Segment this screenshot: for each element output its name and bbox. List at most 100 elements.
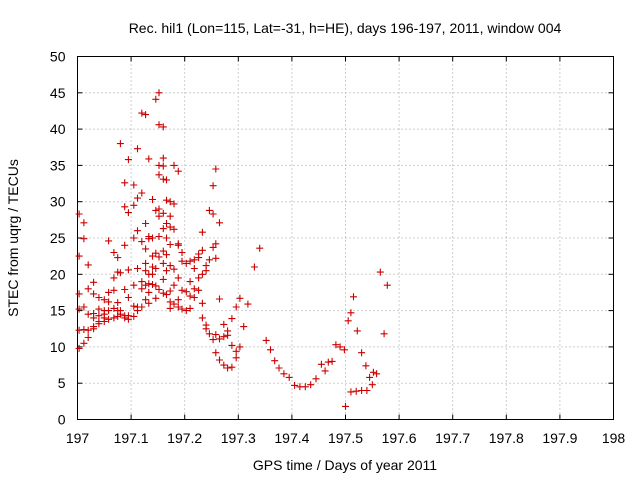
data-point (362, 362, 370, 370)
data-point (280, 370, 288, 378)
data-point (163, 196, 170, 204)
data-point (224, 364, 232, 372)
x-tick-label: 197.1 (114, 430, 149, 446)
data-point (216, 219, 223, 227)
x-tick-label: 197.2 (167, 430, 202, 446)
data-point (138, 278, 146, 286)
x-tick-label: 197.7 (435, 430, 470, 446)
data-point (155, 233, 163, 240)
tick-layer: 197 197.1 197.2 197.3 197.4 197.5 197.6 197.7 19… (50, 49, 625, 447)
data-point (368, 381, 376, 389)
data-point (205, 330, 213, 338)
data-point (163, 234, 170, 242)
data-point (186, 292, 194, 300)
data-point (232, 354, 240, 362)
data-point (110, 274, 118, 282)
data-point (190, 256, 198, 264)
data-point (267, 346, 274, 354)
data-point (174, 296, 182, 304)
data-point (369, 368, 377, 376)
data-point (130, 181, 138, 189)
data-point (262, 336, 270, 344)
data-point (84, 285, 92, 293)
data-point (159, 123, 167, 131)
data-point (155, 253, 163, 261)
data-point (285, 373, 293, 381)
x-tick-label: 197.4 (274, 430, 309, 446)
data-point (110, 249, 118, 256)
data-point (358, 349, 366, 357)
data-point (84, 310, 92, 318)
data-point (342, 402, 349, 410)
data-point (256, 244, 264, 252)
data-point (142, 296, 150, 304)
data-point (134, 194, 141, 202)
data-point (155, 161, 163, 169)
data-point (170, 161, 178, 169)
data-point (383, 281, 391, 289)
data-point (190, 285, 198, 293)
data-point (166, 198, 174, 206)
data-point (114, 254, 122, 262)
data-point (124, 209, 132, 217)
data-point (152, 249, 160, 257)
data-point (121, 241, 129, 249)
data-point (190, 294, 198, 301)
data-point (174, 303, 182, 311)
data-point (80, 219, 88, 227)
y-axis-label: STEC from uqrg / TECUs (5, 159, 21, 317)
data-point (166, 287, 174, 295)
data-point (178, 249, 186, 256)
data-point (159, 275, 167, 283)
y-tick-label: 50 (50, 49, 66, 65)
data-point (90, 278, 98, 286)
data-point (195, 286, 203, 294)
data-point (90, 290, 98, 298)
data-point (244, 300, 252, 308)
data-point (142, 245, 150, 253)
data-point (232, 303, 240, 311)
data-point (166, 212, 174, 220)
data-point (105, 237, 113, 245)
data-point (159, 154, 167, 162)
x-tick-label: 197.9 (542, 430, 577, 446)
y-tick-label: 10 (50, 339, 66, 355)
data-point (138, 109, 146, 117)
data-point (195, 254, 203, 262)
data-point (159, 209, 167, 217)
data-point (198, 246, 206, 254)
x-tick-label: 198 (602, 430, 626, 446)
data-point (178, 305, 186, 313)
data-point (186, 257, 194, 265)
data-point (124, 266, 132, 274)
data-point (228, 341, 236, 349)
data-point (220, 320, 228, 328)
data-point (124, 294, 132, 301)
data-point (228, 315, 236, 323)
y-tick-label: 40 (50, 121, 66, 137)
data-point (212, 254, 220, 262)
data-point (178, 286, 186, 294)
data-point (116, 269, 124, 277)
data-point (105, 315, 113, 323)
data-point (130, 302, 138, 310)
data-point (174, 241, 182, 249)
data-point (202, 325, 210, 333)
data-point (321, 367, 329, 375)
data-point (121, 203, 129, 211)
data-point (138, 285, 146, 293)
data-point (110, 286, 118, 294)
data-point (116, 140, 124, 148)
data-point (170, 225, 178, 233)
data-point (75, 326, 83, 334)
data-point (100, 296, 108, 304)
data-point (138, 238, 146, 246)
data-point (174, 274, 182, 282)
data-point (80, 303, 88, 311)
data-point (178, 257, 186, 265)
data-point (75, 344, 83, 352)
data-point (353, 327, 361, 335)
data-point (336, 343, 344, 351)
data-point (380, 330, 388, 338)
x-tick-label: 197.5 (328, 430, 363, 446)
